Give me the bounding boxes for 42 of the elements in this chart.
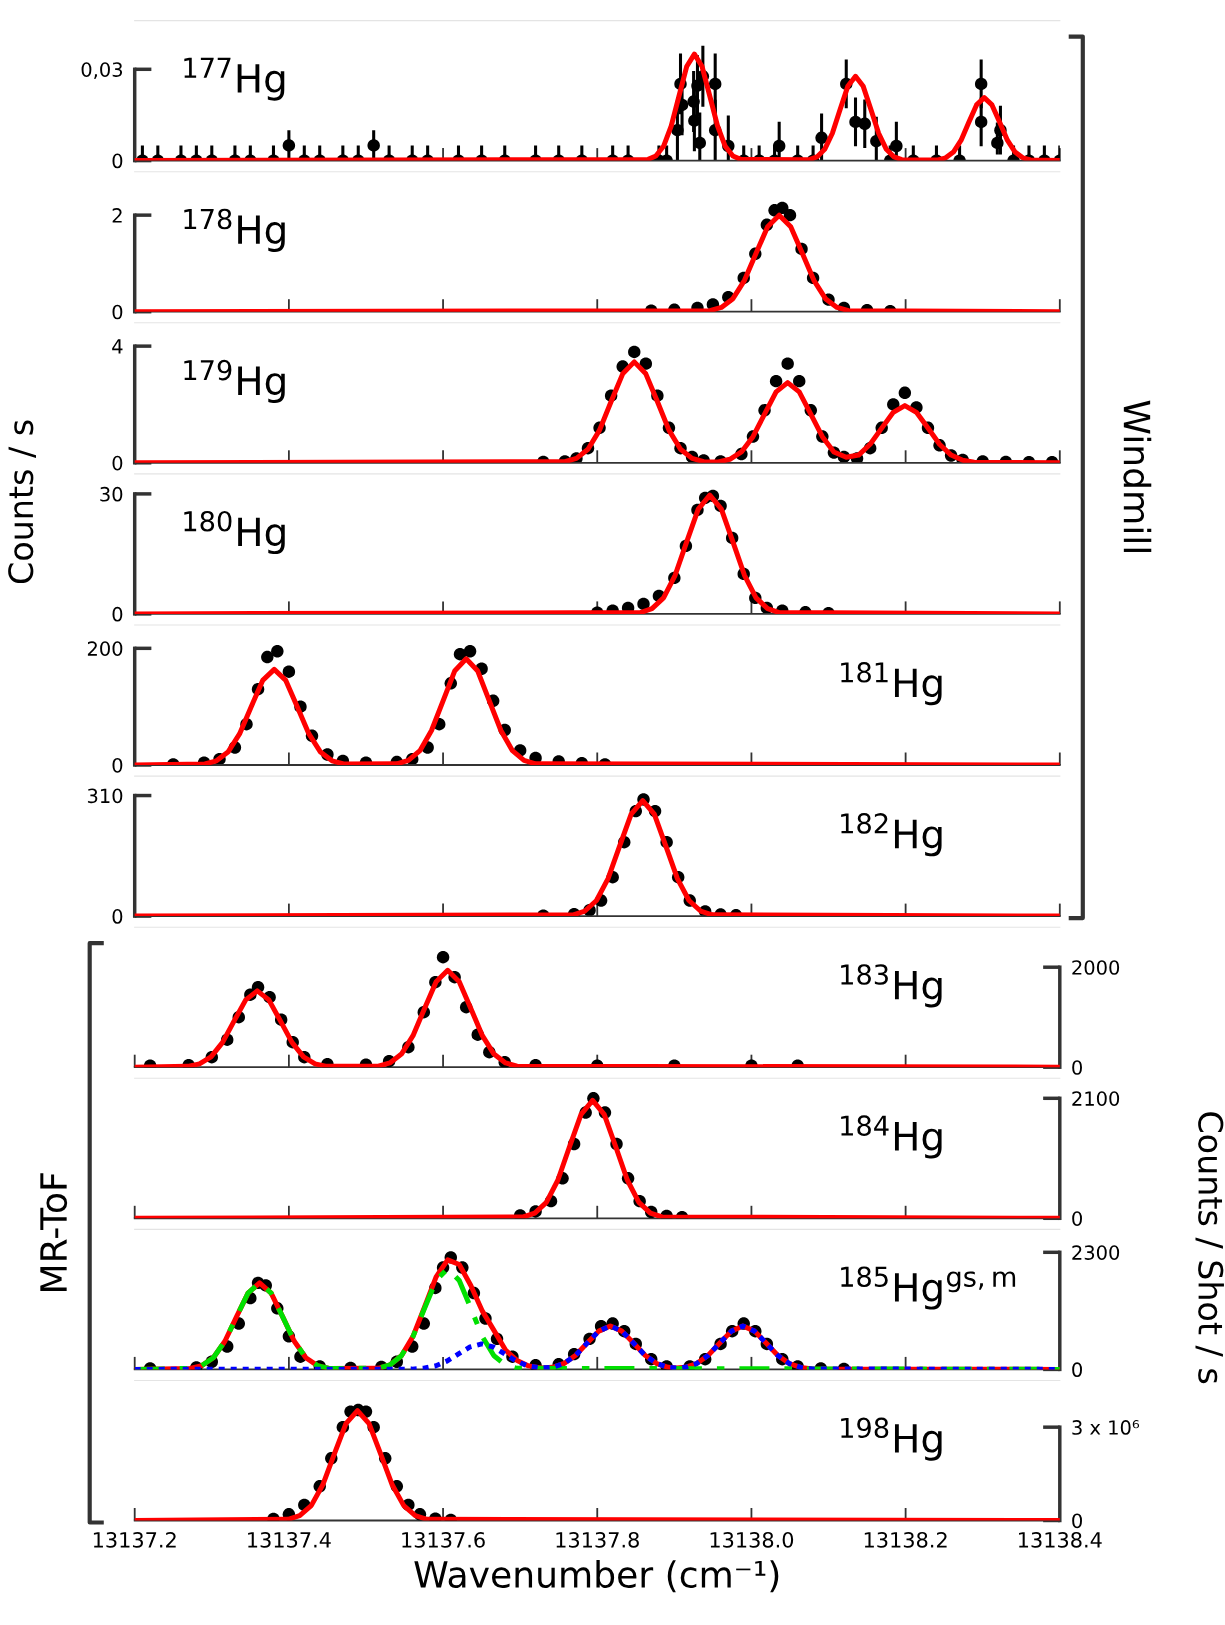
y-tick-label: 4 bbox=[112, 339, 123, 354]
x-tick-label: 13137.6 bbox=[402, 1531, 485, 1548]
y-axis-title: Counts / s bbox=[8, 420, 36, 584]
y2-tick-label: 0 bbox=[1072, 1060, 1082, 1075]
text: MR-ToF bbox=[40, 1173, 68, 1291]
y-tick-label: 0 bbox=[112, 455, 123, 471]
annotation: $^{183}$Hg bbox=[841, 964, 942, 1008]
y-tick-label: 0 bbox=[112, 757, 123, 773]
x-tick-label: 13138.4 bbox=[1019, 1531, 1102, 1548]
y2-tick-label: 2300 bbox=[1072, 1245, 1120, 1260]
y2-tick-label: 2100 bbox=[1072, 1091, 1120, 1106]
y2-tick-label: 0 bbox=[1072, 1362, 1082, 1378]
y2-axis-title: Counts / Shot / s bbox=[1195, 1112, 1224, 1384]
y2-tick-label: 0 bbox=[1072, 1211, 1082, 1226]
y-tick-label: 30 bbox=[100, 486, 123, 502]
y-tick-label: 0 bbox=[112, 304, 123, 320]
x-tick-label: 13138.2 bbox=[864, 1531, 947, 1548]
y-tick-label: 310 bbox=[87, 788, 123, 804]
annotation: $^{182}$Hg bbox=[841, 813, 942, 857]
y-tick-label: 0 bbox=[112, 153, 123, 169]
x-tick-label: 13137.8 bbox=[556, 1531, 639, 1548]
x-tick-label: 13137.4 bbox=[248, 1531, 331, 1548]
annotation: $^{198}$Hg bbox=[841, 1417, 942, 1461]
y-tick-label: 200 bbox=[87, 641, 123, 656]
x-tick-label: 13138.0 bbox=[710, 1531, 794, 1548]
annotation: $^{180}$Hg bbox=[184, 510, 285, 555]
y-tick-label: 2 bbox=[112, 208, 122, 223]
x-tick-label: 13137.2 bbox=[93, 1531, 176, 1548]
y2-tick-label: 3 x 10⁶ bbox=[1072, 1420, 1140, 1435]
y-tick-label: 0,03 bbox=[81, 62, 123, 79]
annotation: $^{178}$Hg bbox=[184, 208, 285, 252]
annotation: $^{181}$Hg bbox=[841, 662, 942, 706]
annotation: $^{179}$Hg bbox=[184, 359, 285, 403]
y2-tick-label: 0 bbox=[1072, 1513, 1082, 1529]
annotation: $^{177}$Hg bbox=[184, 57, 285, 101]
y-tick-label: 0 bbox=[112, 909, 123, 924]
y-tick-label: 0 bbox=[112, 606, 123, 622]
text: Windmill bbox=[1123, 400, 1152, 552]
x-axis-title: Wavenumber (cm⁻¹) bbox=[414, 1560, 779, 1593]
annotation: $^{184}$Hg bbox=[841, 1115, 942, 1159]
y2-tick-label: 2000 bbox=[1072, 960, 1120, 975]
annotation: $^{185}$Hg$^{gs,m}$ bbox=[841, 1266, 1016, 1310]
